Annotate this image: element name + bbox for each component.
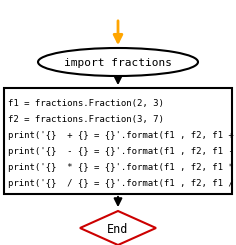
- Text: print('{}  / {} = {}'.format(f1 , f2, f1 / f2)): print('{} / {} = {}'.format(f1 , f2, f1 …: [8, 179, 236, 188]
- Ellipse shape: [38, 48, 198, 76]
- Polygon shape: [80, 211, 156, 245]
- Text: print('{}  - {} = {}'.format(f1 , f2, f1 - f2)): print('{} - {} = {}'.format(f1 , f2, f1 …: [8, 147, 236, 156]
- Text: print('{}  + {} = {}'.format(f1 , f2, f1 + f2)): print('{} + {} = {}'.format(f1 , f2, f1 …: [8, 131, 236, 140]
- FancyBboxPatch shape: [4, 88, 232, 194]
- Text: f1 = fractions.Fraction(2, 3): f1 = fractions.Fraction(2, 3): [8, 99, 164, 108]
- Text: import fractions: import fractions: [64, 58, 172, 68]
- Text: End: End: [107, 222, 129, 235]
- Text: f2 = fractions.Fraction(3, 7): f2 = fractions.Fraction(3, 7): [8, 115, 164, 124]
- Text: print('{}  * {} = {}'.format(f1 , f2, f1 * f2)): print('{} * {} = {}'.format(f1 , f2, f1 …: [8, 163, 236, 172]
